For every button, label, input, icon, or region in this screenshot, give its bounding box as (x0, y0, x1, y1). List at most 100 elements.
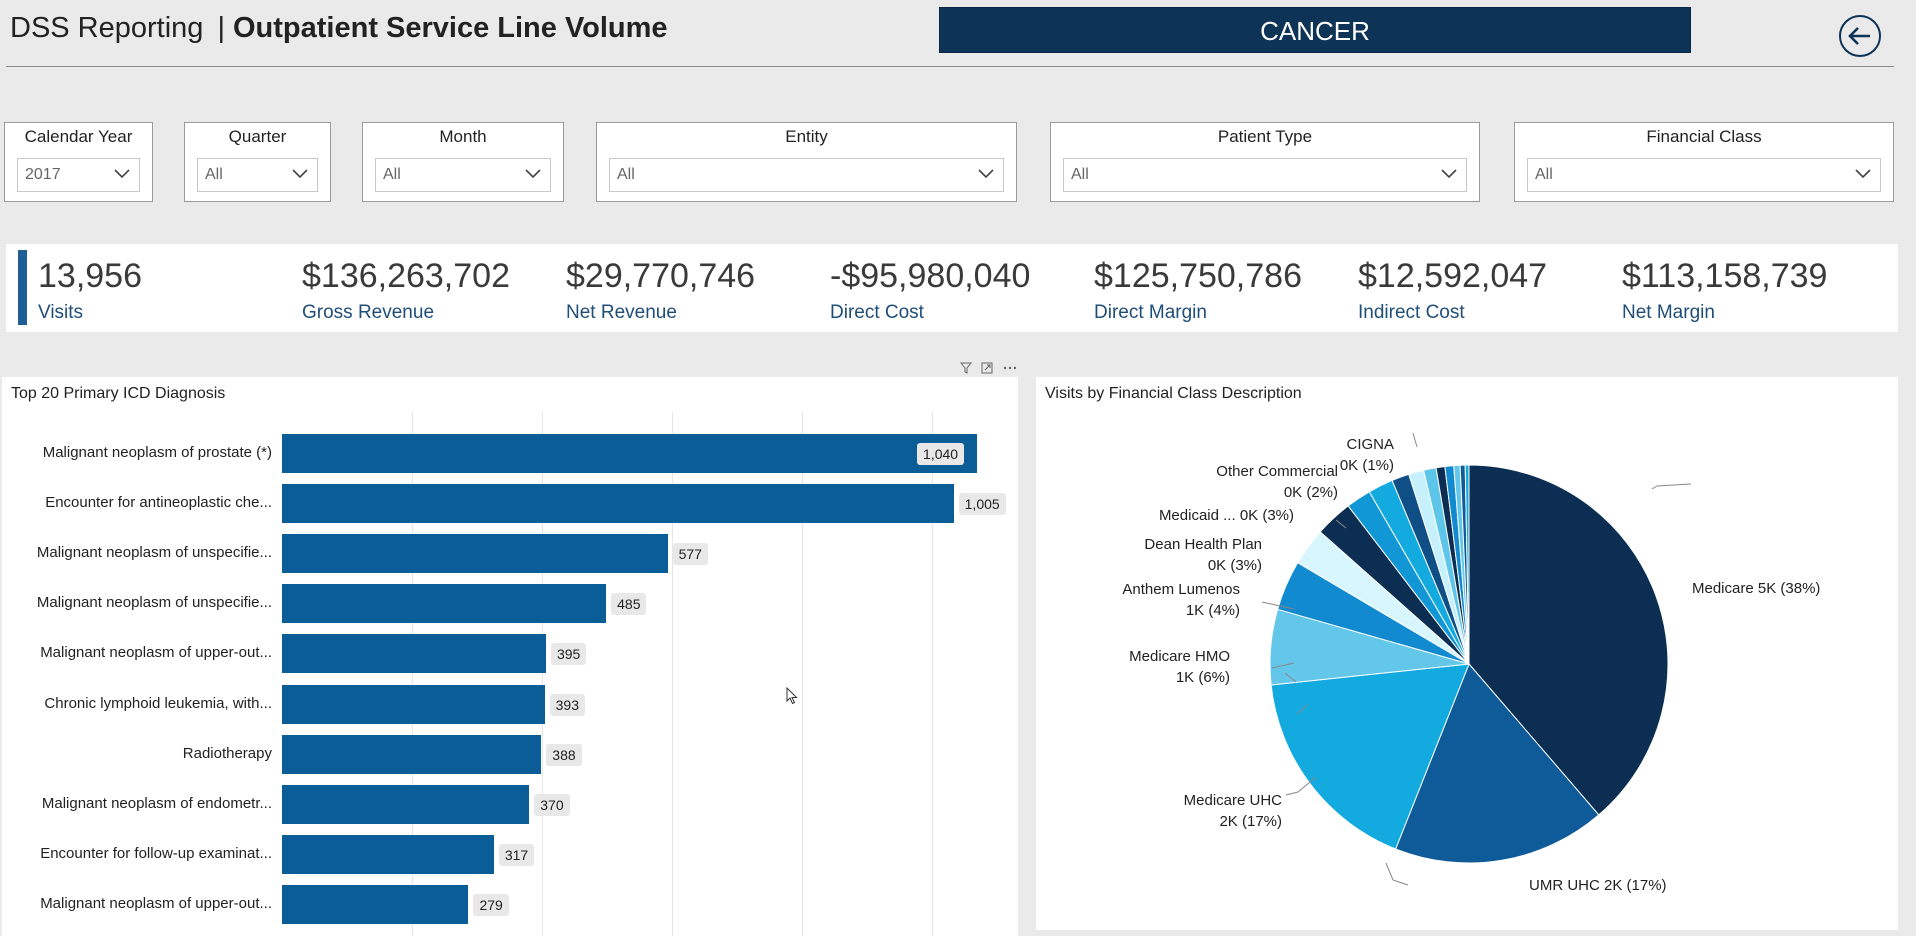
report-title: DSS Reporting | Outpatient Service Line Vo… (10, 12, 668, 45)
chart-title: Top 20 Primary ICD Diagnosis (11, 385, 226, 402)
slice-name: Medicaid ... (1158, 507, 1236, 524)
data-label: 395 (550, 643, 587, 666)
quarter-slicer: Quarter All (184, 122, 331, 202)
month-dropdown[interactable]: All (375, 158, 551, 192)
slice-value: 1K (6%) (1175, 669, 1230, 686)
chevron-down-icon (114, 169, 130, 179)
title-bar: DSS Reporting | Outpatient Service Line Vo… (0, 0, 1916, 67)
slicer-label: Month (439, 127, 487, 146)
pie-leader-line (1296, 704, 1308, 715)
more-options-icon[interactable] (1003, 362, 1017, 374)
gridline (802, 412, 803, 936)
kpi-accent-bar (18, 250, 27, 325)
kpi-label: Indirect Cost (1358, 302, 1465, 323)
pie-label-umr-uhc: UMR UHC 2K (17%) (1529, 875, 1667, 896)
pie-slice[interactable] (1394, 663, 1600, 864)
kpi-value: $12,592,047 (1358, 257, 1548, 295)
pie-label-medicare-hmo: Medicare HMO 1K (6%) (1100, 646, 1230, 688)
category-label: Malignant neoplasm of upper-out... (40, 644, 272, 662)
kpi-label: Visits (38, 302, 84, 323)
kpi-direct-margin: $125,750,786 Direct Margin (1094, 257, 1302, 324)
bar[interactable] (282, 434, 978, 473)
slice-name: UMR UHC (1529, 877, 1600, 894)
patient-type-slicer: Patient Type All (1050, 122, 1480, 202)
dropdown-value: All (1071, 166, 1089, 183)
data-label: 388 (546, 743, 582, 766)
pie-leader-line (1284, 672, 1297, 683)
category-label: Encounter for follow-up examinat... (40, 844, 272, 862)
slice-name: Medicare HMO (1129, 648, 1230, 665)
entity-slicer: Entity All (596, 122, 1017, 202)
filter-icon[interactable] (959, 362, 973, 374)
gridline (412, 412, 413, 936)
kpi-value: $113,158,739 (1622, 257, 1828, 295)
slice-value: 0K (2%) (1283, 484, 1338, 501)
chevron-down-icon (978, 169, 994, 179)
kpi-label: Net Margin (1622, 302, 1715, 323)
entity-dropdown[interactable]: All (609, 158, 1004, 192)
financial-class-pie-chart (1261, 432, 1692, 886)
financial-class-dropdown[interactable]: All (1527, 158, 1881, 192)
pie-leader-line (1271, 662, 1295, 669)
pie-slice[interactable] (1468, 464, 1669, 816)
month-slicer: Month All (362, 122, 564, 202)
back-button[interactable] (1839, 15, 1881, 57)
data-label: 279 (473, 893, 509, 916)
slice-name: Dean Health Plan (1144, 536, 1262, 553)
back-arrow-icon (1848, 27, 1870, 45)
category-label: Encounter for antineoplastic che... (45, 494, 272, 512)
calendar-year-dropdown[interactable]: 2017 (17, 158, 140, 192)
kpi-card-strip: 13,956 Visits $136,263,702 Gross Revenue… (6, 244, 1898, 332)
slicer-label: Financial Class (1646, 127, 1762, 146)
quarter-dropdown[interactable]: All (197, 158, 318, 192)
kpi-value: 13,956 (38, 257, 142, 295)
data-label: 1,040 (917, 443, 965, 465)
chevron-down-icon (292, 169, 308, 179)
kpi-visits: 13,956 Visits (38, 257, 142, 324)
data-label: 577 (672, 543, 708, 566)
slice-value: 0K (3%) (1239, 507, 1294, 524)
kpi-value: $125,750,786 (1094, 257, 1302, 295)
financial-class-slicer: Financial Class All (1514, 122, 1894, 202)
bar[interactable] (282, 534, 668, 574)
bar[interactable] (282, 834, 494, 874)
bar[interactable] (282, 884, 469, 924)
bar[interactable] (282, 584, 607, 624)
pie-leader-line (1335, 519, 1347, 529)
slice-name: Medicare (1692, 580, 1754, 597)
bar[interactable] (282, 684, 545, 724)
category-label: Chronic lymphoid leukemia, with... (44, 694, 272, 712)
slicer-label: Calendar Year (24, 127, 133, 146)
page-title: Outpatient Service Line Volume (232, 12, 668, 44)
kpi-indirect-cost: $12,592,047 Indirect Cost (1358, 257, 1547, 324)
data-label: 485 (611, 593, 647, 616)
focus-mode-icon[interactable] (981, 362, 993, 374)
slice-name: Anthem Lumenos (1122, 581, 1240, 598)
pie-label-cigna: CIGNA 0K (1%) (1320, 434, 1394, 476)
bar[interactable] (282, 634, 546, 674)
bar[interactable] (282, 734, 542, 774)
category-label: Malignant neoplasm of unspecifie... (36, 544, 272, 562)
gridline (542, 412, 543, 936)
category-label: Malignant neoplasm of prostate (*) (42, 444, 272, 461)
pie-leader-line (1261, 601, 1295, 610)
title-separator: | (217, 12, 225, 44)
patient-type-dropdown[interactable]: All (1063, 158, 1467, 192)
category-label: Malignant neoplasm of upper-out... (40, 894, 272, 912)
slice-name: CIGNA (1346, 436, 1394, 453)
category-label: Radiotherapy (182, 744, 272, 762)
bar[interactable] (282, 484, 954, 524)
dropdown-value: All (617, 166, 635, 183)
pie-slice[interactable] (1270, 663, 1470, 850)
kpi-net-revenue: $29,770,746 Net Revenue (566, 257, 755, 324)
mouse-cursor-icon (786, 687, 798, 705)
pie-leader-line (1285, 776, 1317, 796)
pie-slice[interactable] (1464, 464, 1470, 665)
pie-label-other-commercial: Other Commercial 0K (2%) (1180, 461, 1338, 503)
pie-label-anthem-lumenos: Anthem Lumenos 1K (4%) (1090, 579, 1240, 621)
bar[interactable] (282, 784, 530, 824)
gridline (672, 412, 673, 936)
service-line-button[interactable]: CANCER (939, 7, 1691, 53)
pie-leader-line (1412, 432, 1418, 448)
pie-leader-line (1651, 483, 1692, 490)
